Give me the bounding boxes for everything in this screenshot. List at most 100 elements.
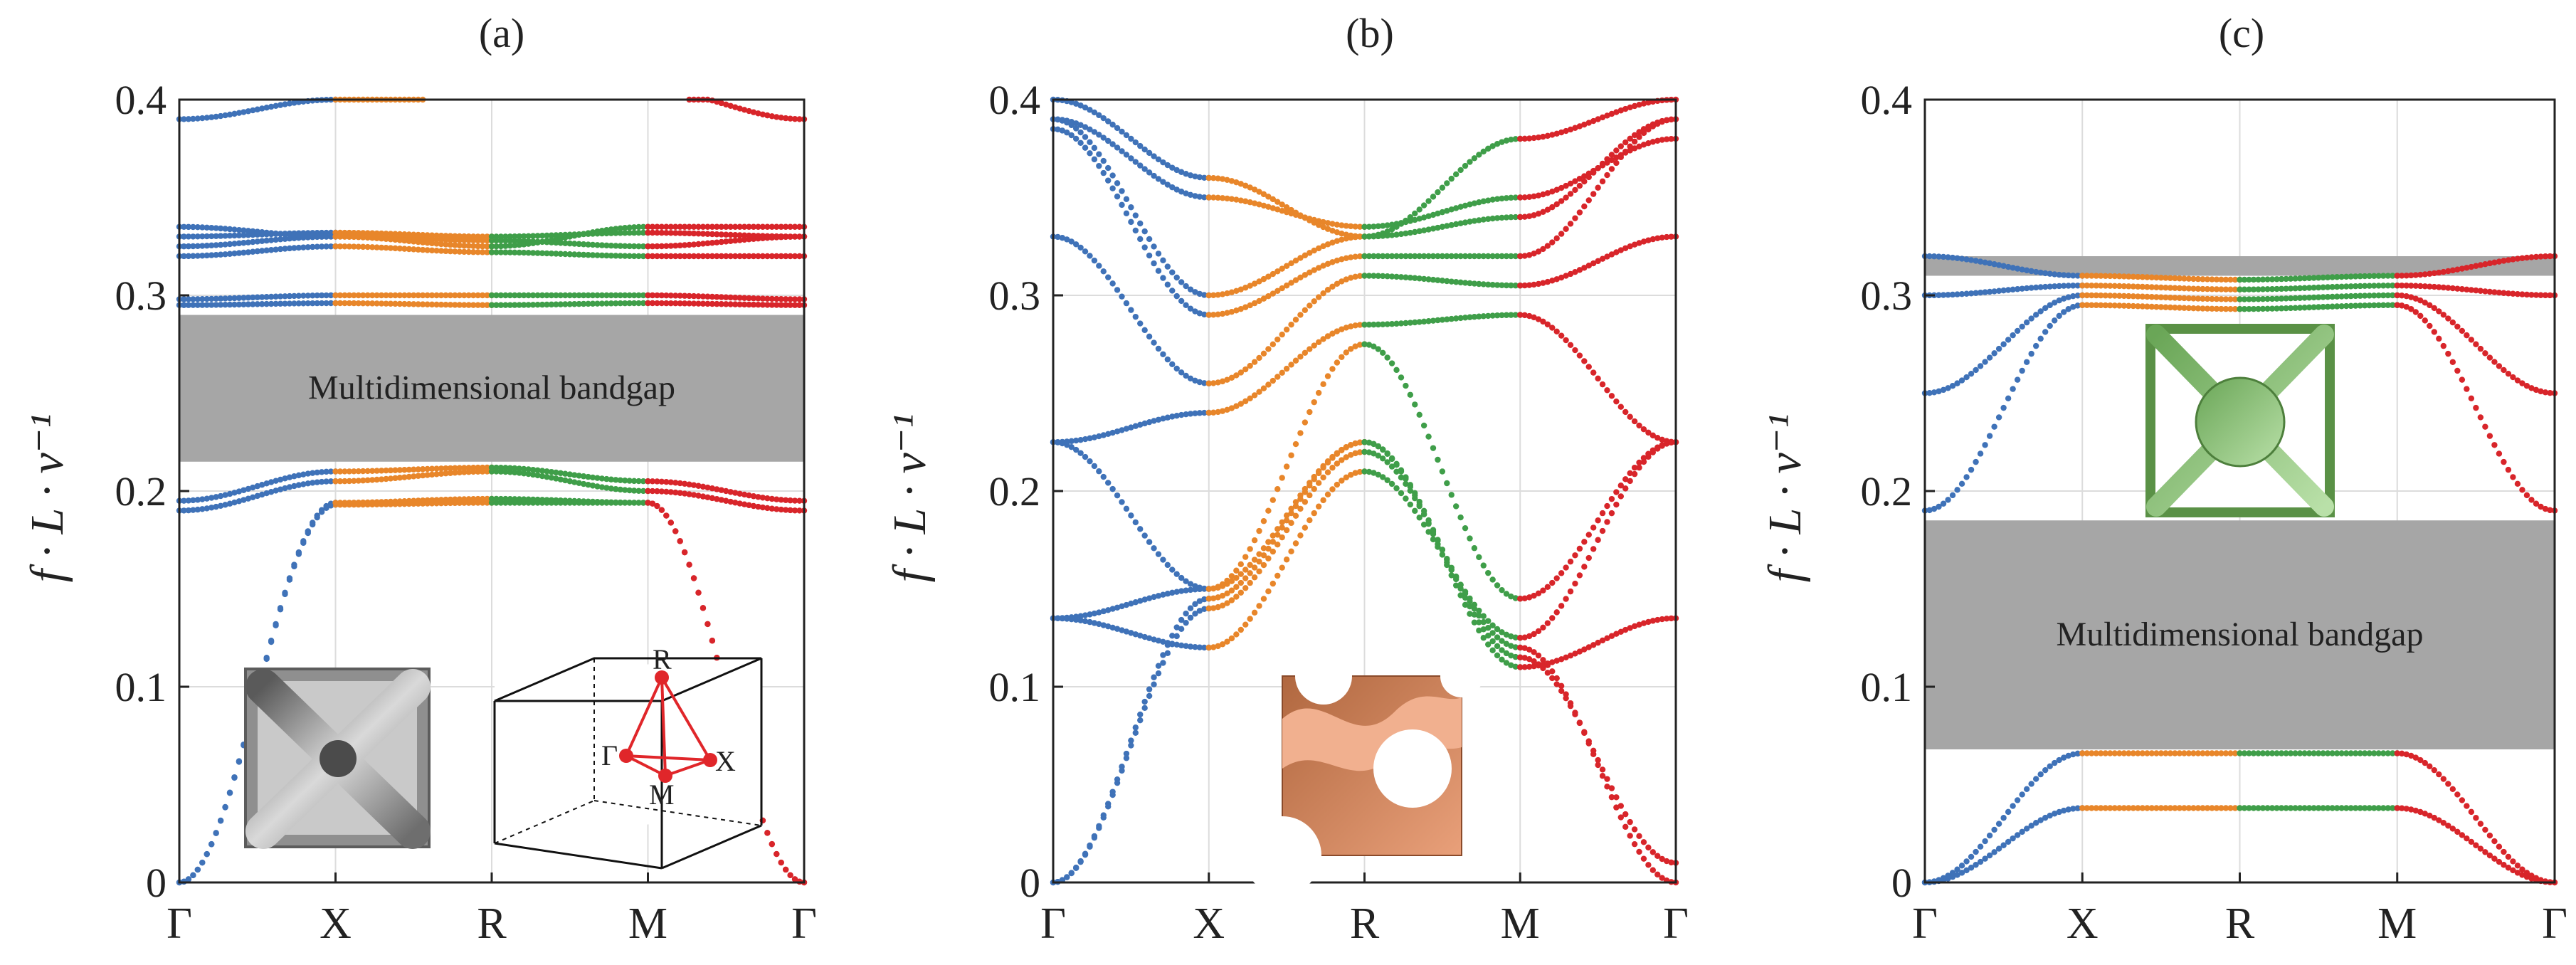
band-point [2227, 286, 2234, 292]
band-point [1558, 129, 1565, 136]
band-point [2213, 805, 2220, 811]
band-point [1160, 652, 1166, 658]
band-point [1572, 125, 1578, 131]
band-point [2167, 275, 2174, 281]
band-point [1141, 420, 1148, 427]
band-point [1292, 357, 1299, 364]
band-point [1297, 312, 1304, 318]
band-point [1288, 548, 1294, 555]
band-point [497, 302, 505, 308]
band-point [626, 500, 633, 506]
band-point [2204, 305, 2211, 312]
band-point [1233, 288, 1240, 295]
band-point [1173, 274, 1180, 281]
band-point [1201, 292, 1208, 298]
band-point [1233, 574, 1240, 581]
band-point [2218, 276, 2224, 283]
band-point [250, 107, 256, 114]
band-point [1485, 618, 1492, 624]
band-point [2246, 306, 2252, 312]
band-point [1356, 449, 1363, 455]
band-point [750, 493, 757, 500]
band-point [782, 115, 789, 122]
band-point [2163, 275, 2169, 281]
band-point [1160, 638, 1166, 645]
band-point [1288, 280, 1294, 286]
band-point [2093, 273, 2099, 279]
band-point [617, 243, 623, 249]
band-point [759, 233, 766, 239]
band-point [580, 473, 587, 480]
band-point [782, 866, 789, 873]
band-point [273, 293, 279, 300]
band-point [217, 251, 224, 258]
band-point [2144, 284, 2150, 290]
band-point [1242, 182, 1249, 189]
band-point [355, 243, 361, 250]
band-point [2296, 285, 2303, 292]
band-point [401, 300, 408, 307]
band-point [383, 475, 389, 482]
band-point [1448, 222, 1455, 228]
band-point [520, 465, 527, 473]
band-point [1146, 635, 1153, 642]
band-point [746, 253, 752, 260]
band-point [1444, 180, 1450, 186]
band-point [2422, 759, 2428, 766]
band-point [1416, 501, 1422, 508]
band-point [1412, 319, 1418, 326]
band-point [1512, 663, 1519, 670]
band-point [755, 295, 761, 302]
band-point [351, 292, 357, 299]
band-point [695, 241, 702, 248]
band-point [419, 472, 426, 479]
band-point [1489, 282, 1496, 288]
band-point [525, 466, 532, 473]
band-point [2052, 759, 2058, 766]
band-point [2042, 814, 2049, 821]
band-point [1077, 122, 1084, 128]
band-point [2464, 265, 2470, 271]
band-point [2412, 754, 2419, 761]
band-point [1183, 643, 1189, 650]
band-point [640, 478, 647, 485]
band-point [1388, 221, 1395, 228]
band-point [1954, 380, 1960, 386]
band-point [1128, 204, 1134, 211]
band-point [217, 295, 224, 302]
band-point [1384, 450, 1390, 458]
band-point [378, 230, 385, 237]
band-point [291, 100, 297, 106]
band-point [1485, 216, 1492, 222]
band-point [1183, 302, 1189, 309]
band-point [663, 292, 670, 299]
band-point [2107, 805, 2113, 811]
bz-label-m: M [649, 779, 675, 811]
band-point [1608, 633, 1615, 639]
band-point [2181, 295, 2187, 302]
band-point [2380, 273, 2387, 279]
band-point [2306, 304, 2313, 311]
band-point [635, 229, 642, 236]
band-point [374, 244, 380, 251]
band-point [1654, 871, 1661, 878]
band-point [1132, 212, 1139, 218]
band-point [327, 233, 334, 240]
band-point [213, 503, 219, 510]
band-point [1940, 253, 1947, 260]
band-point [1540, 246, 1546, 253]
band-point [622, 300, 628, 307]
band-point [1439, 547, 1446, 553]
band-point [709, 253, 716, 260]
band-point [1420, 318, 1427, 325]
band-point [1521, 634, 1528, 640]
band-point [1444, 223, 1450, 229]
band-point [1467, 253, 1473, 260]
band-point [1109, 485, 1116, 492]
band-point [1608, 510, 1615, 517]
band-point [1307, 492, 1313, 499]
band-point [2065, 806, 2071, 813]
bandgap-label: Multidimensional bandgap [308, 369, 675, 407]
band-point [640, 223, 647, 231]
band-point [1388, 360, 1395, 367]
